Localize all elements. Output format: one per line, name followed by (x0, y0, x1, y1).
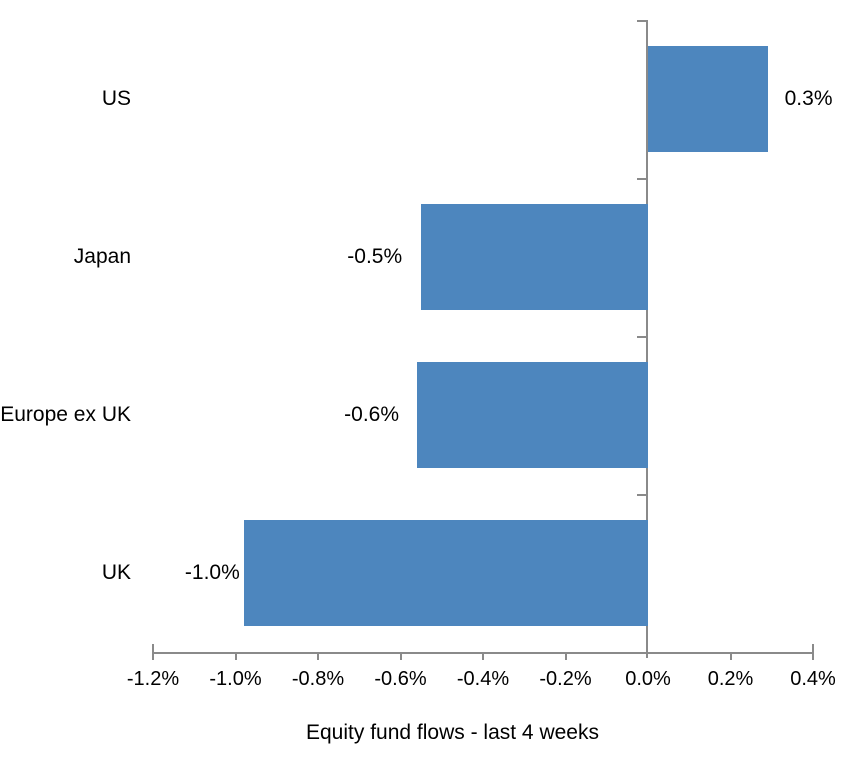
bar-japan (421, 204, 648, 310)
category-axis-tick (637, 178, 646, 180)
category-label-uk: UK (101, 561, 131, 584)
value-label-europe-ex-uk: -0.6% (344, 403, 399, 426)
category-axis-tick (637, 494, 646, 496)
x-axis-line (152, 652, 814, 654)
x-axis-tick (399, 654, 402, 660)
x-axis-tick-label: 0.2% (707, 668, 754, 690)
x-axis-tick-label: -0.6% (374, 668, 427, 690)
x-axis-tick (729, 654, 732, 660)
category-axis-tick (637, 336, 646, 338)
zero-axis-line (646, 20, 648, 658)
legend: Equity fund flows - last 4 weeks (284, 722, 599, 743)
category-axis-tick (637, 20, 646, 22)
x-axis-tick-label: -1.0% (209, 668, 262, 690)
x-axis-tick (152, 644, 154, 660)
category-label-us: US (101, 87, 131, 110)
legend-swatch-icon (284, 725, 299, 740)
x-axis-tick-label: 0.0% (625, 668, 671, 690)
x-axis-tick-label: -0.8% (291, 668, 345, 690)
x-axis-tick-label: -0.2% (539, 668, 592, 690)
value-label-uk: -1.0% (184, 561, 240, 584)
x-axis-tick-label: 0.4% (790, 668, 836, 690)
bar-us (648, 46, 768, 152)
x-axis-tick-label: -1.2% (126, 668, 180, 690)
x-axis-tick (234, 654, 237, 660)
category-label-japan: Japan (73, 245, 131, 268)
category-label-europe-ex-uk: Europe ex UK (0, 403, 131, 426)
x-axis-tick (482, 654, 484, 660)
value-label-us: 0.3% (784, 87, 833, 110)
legend-label: Equity fund flows - last 4 weeks (306, 721, 599, 744)
bar-uk (243, 520, 648, 626)
bar-europe-ex-uk (417, 362, 648, 468)
x-axis-tick-label: -0.4% (456, 668, 510, 690)
x-axis-tick (317, 654, 319, 660)
value-label-japan: -0.5% (347, 245, 403, 268)
x-axis-tick (812, 644, 814, 660)
x-axis-tick (564, 654, 567, 660)
